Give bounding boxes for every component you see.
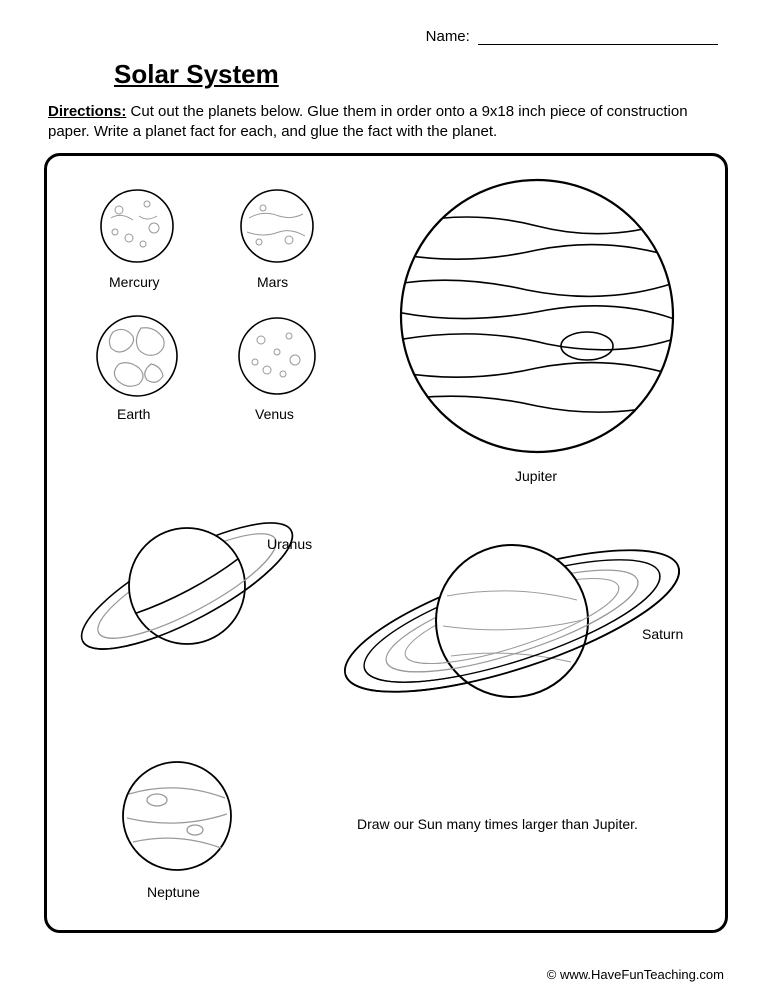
name-label: Name: [426, 28, 470, 45]
worksheet-frame: Mercury Mars Earth Venus [44, 153, 728, 933]
sun-instruction: Draw our Sun many times larger than Jupi… [357, 816, 638, 832]
name-blank-line[interactable] [478, 44, 718, 45]
saturn-label: Saturn [642, 626, 683, 642]
uranus-icon [57, 496, 317, 676]
mercury-label: Mercury [109, 274, 160, 290]
directions-text: Cut out the planets below. Glue them in … [48, 103, 688, 140]
directions: Directions: Cut out the planets below. G… [48, 102, 724, 143]
venus-label: Venus [255, 406, 294, 422]
directions-label: Directions: [48, 103, 126, 120]
saturn-icon [327, 516, 707, 726]
jupiter-icon [397, 176, 677, 456]
mars-icon [239, 188, 315, 264]
venus-icon [237, 316, 317, 396]
worksheet-title: Solar System [114, 59, 728, 90]
name-row: Name: [44, 28, 728, 45]
neptune-label: Neptune [147, 884, 200, 900]
mercury-icon [99, 188, 175, 264]
jupiter-label: Jupiter [515, 468, 557, 484]
footer-credit: © www.HaveFunTeaching.com [547, 967, 724, 982]
earth-label: Earth [117, 406, 150, 422]
uranus-label: Uranus [267, 536, 312, 552]
earth-icon [95, 314, 179, 398]
mars-label: Mars [257, 274, 288, 290]
neptune-icon [121, 760, 233, 872]
